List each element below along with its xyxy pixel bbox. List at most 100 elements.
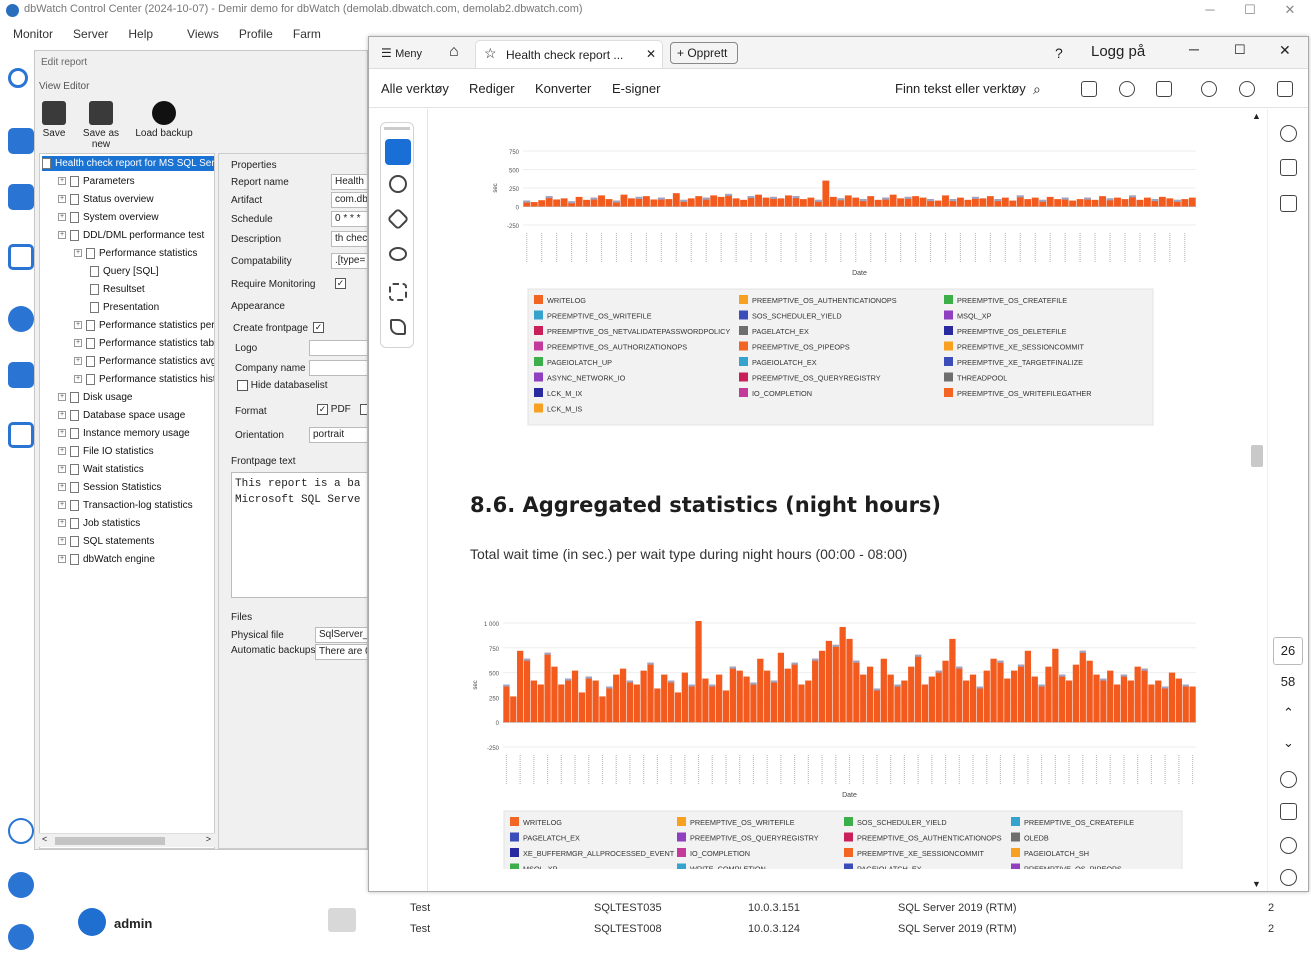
ai-assistant-icon[interactable] [1280,125,1297,142]
description-input[interactable]: th check [331,231,367,247]
expand-icon[interactable]: + [58,393,66,402]
save-disk-icon[interactable] [1081,81,1097,97]
print-icon[interactable] [1156,81,1172,97]
email-icon[interactable] [1277,81,1293,97]
editor-tabs[interactable]: View Editor [39,81,90,92]
tree-scrollbar[interactable]: < > [39,833,215,847]
viewer-maximize-button[interactable]: ☐ [1234,42,1246,57]
zoom-in-icon[interactable] [1280,837,1297,854]
terminal-icon[interactable] [8,362,34,388]
create-button[interactable]: + Opprett [670,42,738,64]
document-tab[interactable]: ☆ Health check report ... ✕ [475,40,663,68]
tree-item[interactable]: + Parameters [58,175,135,187]
schedule-icon[interactable] [8,422,34,448]
expand-icon[interactable]: + [74,375,82,384]
tree-item[interactable]: Resultset [90,282,145,297]
draw-icon[interactable] [389,247,407,261]
tree-item[interactable]: + Performance statistics per 1( [74,319,215,331]
company-name-input[interactable] [309,360,367,376]
convert-menu[interactable]: Konverter [535,81,592,96]
tree-item[interactable]: + Performance statistics histor [74,373,215,385]
avatar[interactable] [78,908,106,936]
viewer-close-button[interactable]: ✕ [1279,42,1291,58]
require-monitoring-checkbox[interactable]: ✓ [335,278,346,289]
document-scrollbar[interactable]: ▲ ▼ [1248,109,1266,891]
logo-input[interactable] [309,340,367,356]
page-up-icon[interactable]: ⌃ [1283,705,1294,720]
other-format-checkbox[interactable] [359,404,367,415]
save-button[interactable]: Save [39,101,69,139]
search-icon[interactable]: ⌕ [1033,81,1041,97]
expand-icon[interactable]: + [58,483,66,492]
database-icon[interactable] [8,128,34,154]
hide-databaselist-checkbox[interactable] [237,380,248,391]
expand-icon[interactable]: + [58,447,66,456]
settings-icon[interactable] [8,924,34,950]
expand-icon[interactable]: + [58,555,66,564]
signature-icon[interactable] [390,319,406,335]
share-icon[interactable] [1201,81,1217,97]
table-row[interactable]: Test SQLTEST035 10.0.3.151 SQL Server 2019 … [410,902,1275,914]
tree-item[interactable]: + Session Statistics [58,481,162,493]
expand-icon[interactable]: + [58,429,66,438]
tree-item[interactable]: + Status overview [58,193,154,205]
tree-item[interactable]: + Disk usage [58,391,133,403]
page-number-input[interactable]: 26 [1273,637,1303,665]
expand-icon[interactable]: + [58,213,66,222]
menu-help[interactable]: Help [128,27,154,41]
tree-item[interactable]: + Wait statistics [58,463,144,475]
server-icon[interactable] [8,184,34,210]
home-icon[interactable]: ⌂ [449,43,459,60]
upload-cloud-icon[interactable] [1119,81,1135,97]
tree-item[interactable]: + Performance statistics avg [74,355,215,367]
menu-button[interactable]: ☰ Meny [381,46,422,60]
link-icon[interactable] [1239,81,1255,97]
select-cursor-icon[interactable] [385,139,411,165]
viewer-minimize-button[interactable]: ─ [1189,41,1199,57]
page-down-icon[interactable]: ⌄ [1283,735,1294,750]
menu-farm[interactable]: Farm [292,27,321,41]
tree-item[interactable]: + Instance memory usage [58,427,190,439]
login-link[interactable]: Logg på [1091,43,1146,60]
tools-menu[interactable]: Alle verktøy [381,81,449,96]
close-tab-icon[interactable]: ✕ [646,47,657,61]
tree-item[interactable]: + Transaction-log statistics [58,499,193,511]
expand-icon[interactable]: + [58,519,66,528]
pdf-checkbox[interactable]: ✓ [317,404,328,415]
expand-icon[interactable]: + [74,249,82,258]
edit-menu[interactable]: Rediger [469,81,515,96]
expand-icon[interactable]: + [58,195,66,204]
tree-item[interactable]: + DDL/DML performance test [58,229,205,241]
bookmark-icon[interactable] [1280,159,1297,176]
menu-profile[interactable]: Profile [238,27,273,41]
expand-icon[interactable]: + [58,177,66,186]
tree-item[interactable]: Presentation [90,300,159,315]
tree-item[interactable]: + Performance statistics [74,247,198,259]
menu-monitor[interactable]: Monitor [13,27,54,41]
load-backup-button[interactable]: Load backup [133,101,195,139]
create-frontpage-checkbox[interactable]: ✓ [313,322,324,333]
chat-icon[interactable] [328,908,356,932]
physical-file-input[interactable]: SqlServer_H [315,627,367,643]
report-name-input[interactable]: Health c [331,174,367,190]
expand-icon[interactable]: + [58,501,66,510]
tree-item[interactable]: + Performance statistics table [74,337,215,349]
orientation-select[interactable]: portrait [309,427,367,443]
expand-icon[interactable]: + [58,231,66,240]
star-icon[interactable]: ☆ [484,45,497,61]
binoculars-icon[interactable] [8,306,34,332]
artifact-input[interactable]: com.dbw [331,192,367,208]
frontpage-textarea[interactable]: This report is a ba Microsoft SQL Serve [231,472,367,598]
monitor-icon[interactable] [8,68,28,88]
close-button[interactable]: ✕ [1284,2,1296,17]
tree-item[interactable]: + Job statistics [58,517,141,529]
text-box-icon[interactable] [389,283,407,301]
tree-item[interactable]: + Database space usage [58,409,186,421]
pen-icon[interactable] [386,207,410,231]
expand-icon[interactable]: + [58,537,66,546]
rotate-icon[interactable] [1280,771,1297,788]
minimize-button[interactable]: ─ [1205,2,1215,17]
tree-item[interactable]: Query [SQL] [90,264,159,279]
find-text-field[interactable]: Finn tekst eller verktøy [895,81,1026,96]
report-icon[interactable] [8,244,34,270]
